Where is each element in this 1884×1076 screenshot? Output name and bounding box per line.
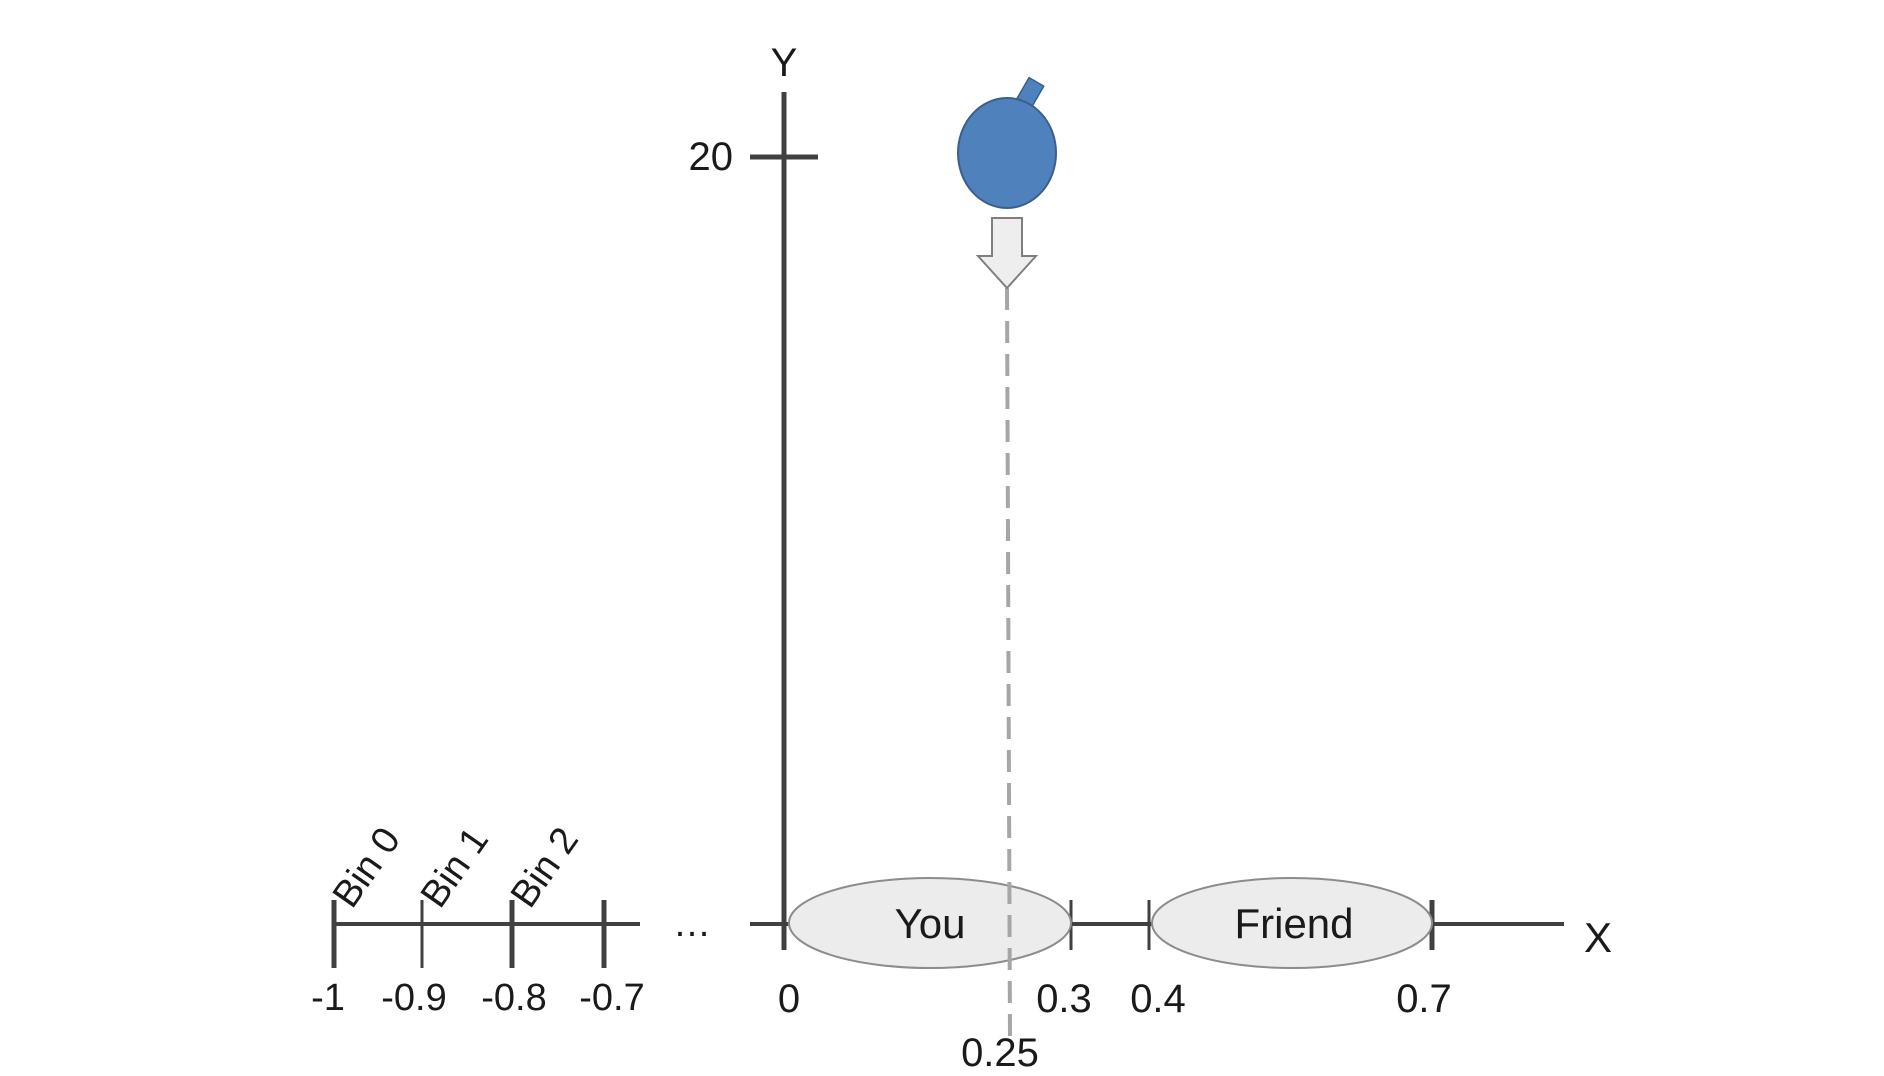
bin-label: Bin 0 [325,820,409,915]
origin-label: 0 [778,977,800,1021]
x-tick-label: -1 [311,977,345,1019]
bin-label: Bin 1 [413,820,497,915]
friend-region-label: Friend [1234,900,1353,947]
region-start-label: 0.4 [1130,977,1186,1021]
axis-ellipsis: … [673,903,711,945]
drop-x-label: 0.25 [961,1031,1039,1075]
y-axis-label: Y [771,41,798,85]
region-end-label: 0.3 [1036,977,1092,1021]
drop-path-dashed-line [1005,287,1012,1041]
bin-label: Bin 2 [503,820,587,915]
friend-region [1151,877,1433,969]
down-arrow-icon [975,217,1039,290]
region-end-label: 0.7 [1396,977,1452,1021]
you-region [788,877,1072,969]
balloon-icon [957,97,1057,209]
x-tick-label: -0.8 [481,977,546,1019]
y-tick-label: 20 [689,135,734,179]
x-axis-label: X [1584,914,1612,961]
you-region-label: You [895,900,966,947]
x-tick-label: -0.7 [579,977,644,1019]
x-tick-label: -0.9 [381,977,446,1019]
